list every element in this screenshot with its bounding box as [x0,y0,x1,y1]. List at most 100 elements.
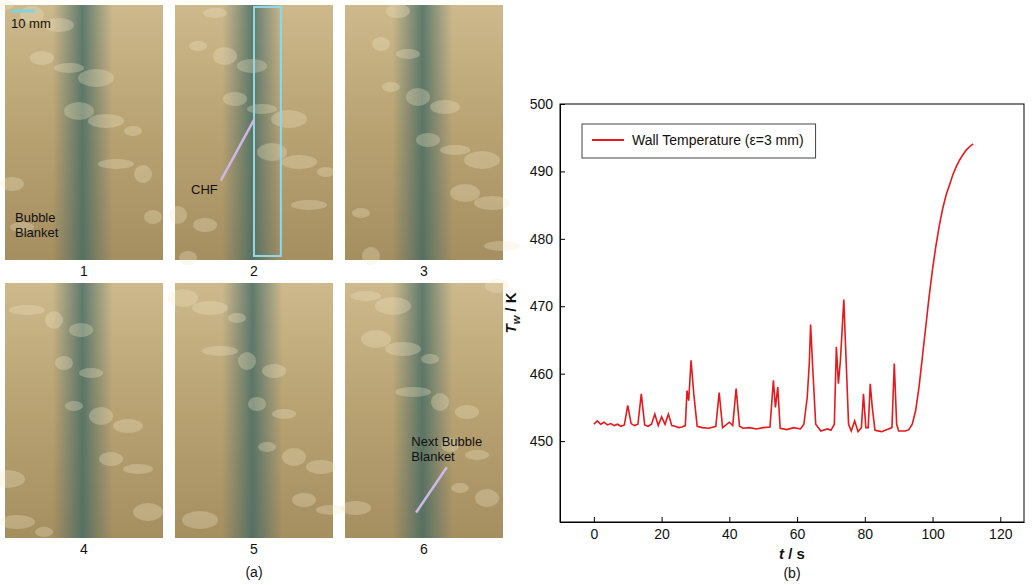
tick: 120 [989,517,1013,542]
photo-texture [134,165,152,183]
annotation-line: Bubble [15,210,55,225]
tick-label: 490 [530,163,554,179]
photo-texture [88,114,124,128]
tick-mark [933,517,934,522]
axis-line [561,522,1025,523]
plot-area [594,144,973,432]
tick-label: 460 [530,366,554,382]
tick: 60 [790,517,806,542]
photo-band [52,5,112,260]
photo-frame: 10 mm BubbleBlanket [0,0,163,260]
photo-band [392,5,452,260]
photo-texture [168,289,198,307]
photo-texture [193,218,217,232]
tick-label: 480 [530,231,554,247]
photo-texture [169,206,187,224]
photo-texture [192,301,228,315]
tick: 0 [590,517,598,542]
legend: Wall Temperature (ε=3 mm) [582,124,816,158]
photo-texture [54,63,84,73]
photo-texture [89,407,113,425]
photo-texture [395,387,431,397]
photo-texture [248,397,266,411]
photo-texture [133,503,163,521]
photo-texture [431,393,449,411]
tick-label: 20 [654,526,670,542]
tick: 80 [858,517,874,542]
frame-label: 5 [250,541,258,557]
photo-texture [474,196,510,210]
photo-frame [0,283,163,538]
tick-mark [560,239,565,240]
photo-texture [306,460,336,474]
annotation: Next BubbleBlanket [411,434,482,464]
photo-texture [258,442,276,452]
tick-mark [594,517,595,522]
photo-texture [271,110,307,128]
photo-texture [292,493,316,507]
axis-unit: / K [502,292,519,316]
photo-texture [382,82,400,92]
tick-mark [662,517,663,522]
tick-label: 470 [530,298,554,314]
photo-texture [35,527,53,537]
tick-label: 100 [921,526,945,542]
axis-line [560,105,561,523]
photo-band [222,283,282,538]
tick-label: 80 [858,526,874,542]
photo-texture [238,352,256,370]
photo-texture [455,405,479,419]
photo-texture [484,241,520,251]
photo-texture [203,8,227,18]
panel-caption: (a) [245,564,262,580]
photo-texture [99,452,123,466]
tick: 40 [722,517,738,542]
photo-texture [372,37,390,51]
photo-texture [396,49,420,59]
legend-label: Wall Temperature (ε=3 mm) [632,132,804,148]
photo-texture [228,313,246,323]
photo-texture [0,470,25,488]
photo-band [222,5,282,260]
photo-texture [421,354,439,364]
axis-unit: / s [784,545,805,562]
photo-texture [123,464,153,474]
photo-texture [281,155,317,169]
photo-texture [124,126,142,136]
photo-texture [351,291,381,301]
x-axis-title: t / s [779,545,805,562]
tick-mark [1000,517,1001,522]
photo-background [5,5,163,260]
photo-texture [223,92,247,106]
tick-mark [560,171,565,172]
photo-background [175,283,333,538]
photo-texture [416,133,440,147]
scale-bar-label: 10 mm [11,16,51,31]
photo-texture [98,159,134,169]
leader-line [221,120,254,181]
photo-texture [375,297,411,315]
annotation-line: Blanket [15,225,59,240]
frame-label: 4 [80,541,88,557]
photo-texture [272,409,296,419]
tick: 450 [530,433,565,449]
scale-bar [11,10,35,13]
photo-texture [182,511,218,529]
tick-mark [560,441,565,442]
photo-texture [465,450,489,460]
photo-background [345,5,503,260]
tick-label: 40 [722,526,738,542]
y-axis-title: Tw / K [502,292,522,333]
tick: 460 [530,366,565,382]
x-axis: 0 20 40 60 80 100 120 [561,517,1025,542]
photo-texture [385,342,421,356]
leader-line [416,467,447,512]
photo-texture [341,501,371,515]
tick-label: 500 [530,96,554,112]
photo-texture [0,515,35,529]
photo-background [5,283,163,538]
photo-frame [345,4,520,265]
photo-texture [179,251,197,265]
panel-caption: (b) [783,565,800,581]
photo-texture [440,145,470,155]
